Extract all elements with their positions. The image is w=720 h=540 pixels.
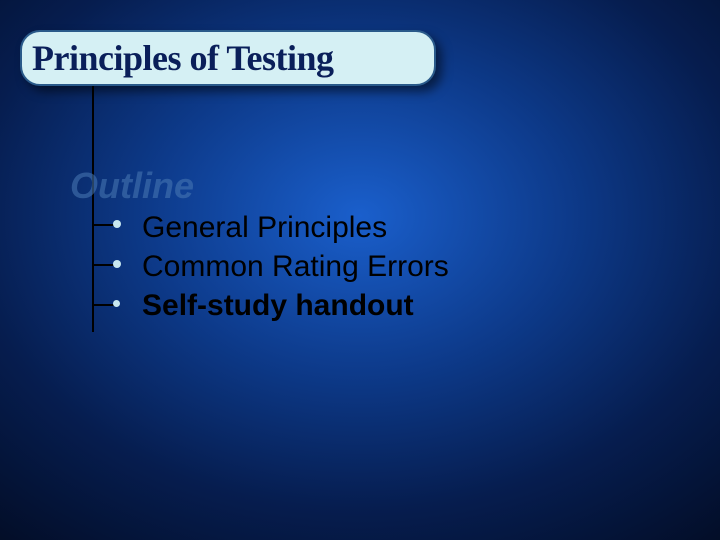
- slide-subtitle: Outline: [70, 165, 194, 207]
- bullet-item-1: General Principles: [142, 208, 449, 247]
- bullet-item-3: Self-study handout: [142, 286, 449, 325]
- bullet-list: General Principles Common Rating Errors …: [142, 208, 449, 325]
- slide-container: Principles of Testing Outline General Pr…: [0, 0, 720, 540]
- bullet-dot-1: [113, 220, 121, 228]
- bullet-dot-3: [113, 300, 120, 307]
- bullet-dot-2: [113, 260, 121, 268]
- title-box: Principles of Testing: [20, 30, 436, 86]
- bullet-item-2: Common Rating Errors: [142, 247, 449, 286]
- slide-title: Principles of Testing: [32, 37, 334, 79]
